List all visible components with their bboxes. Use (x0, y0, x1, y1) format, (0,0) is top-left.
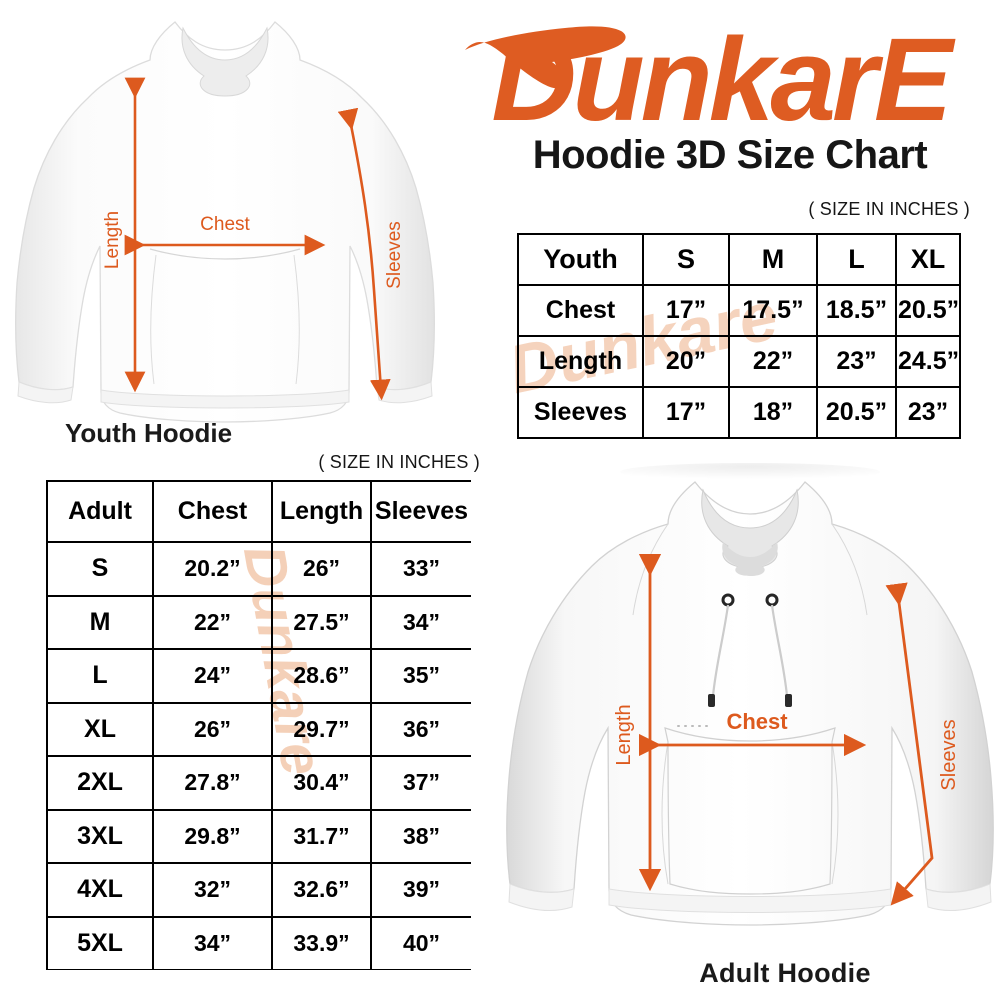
svg-text:Chest: Chest (200, 214, 250, 235)
svg-text:Chest: Chest (726, 709, 788, 734)
svg-text:Sleeves: Sleeves (384, 221, 405, 289)
svg-text:Sleeves: Sleeves (938, 719, 960, 790)
svg-text:Length: Length (102, 211, 123, 269)
svg-text:Length: Length (613, 704, 635, 765)
